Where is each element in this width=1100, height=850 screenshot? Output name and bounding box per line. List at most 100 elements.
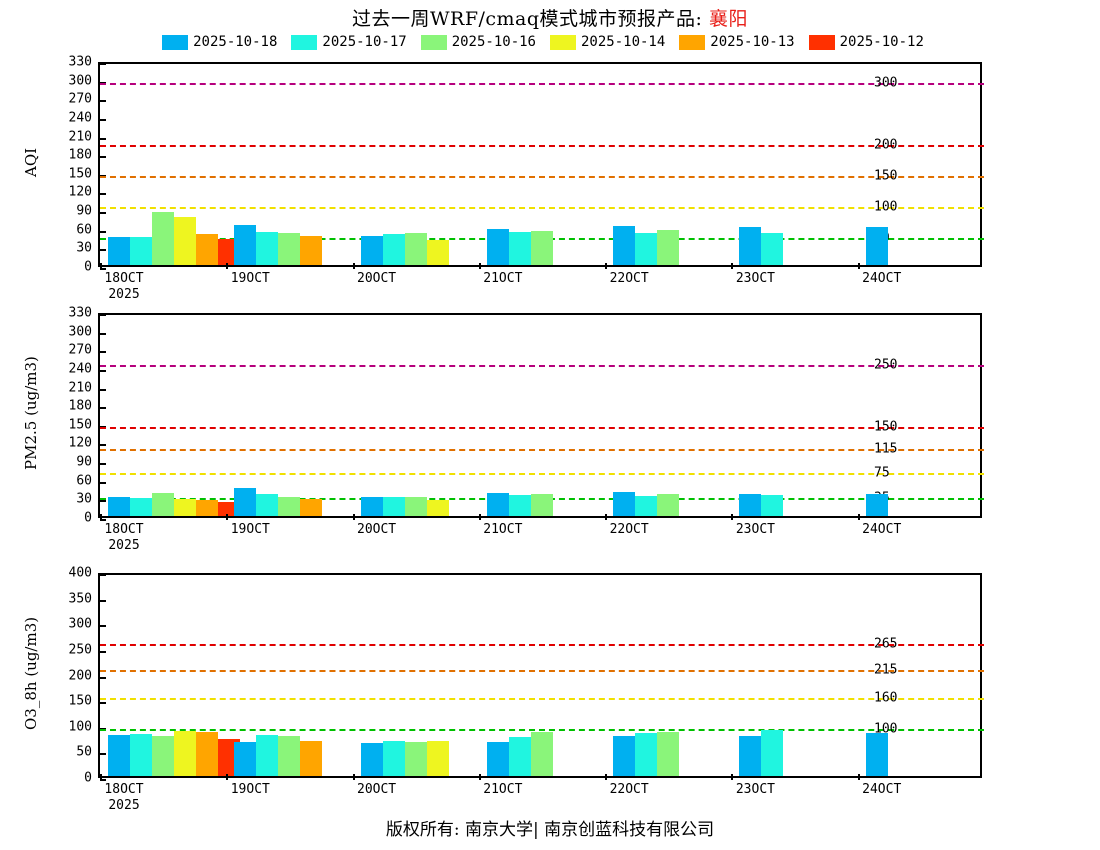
y-axis-tick-mark [100, 407, 106, 410]
y-axis-tick-label: 150 [68, 166, 92, 182]
bar [196, 499, 218, 516]
x-axis-tick-mark [226, 774, 229, 780]
x-axis-tick-mark [605, 514, 608, 520]
bar [486, 228, 509, 265]
bar [426, 240, 449, 265]
y-axis-tick-label: 210 [68, 129, 92, 145]
page-title: 过去一周WRF/cmaq模式城市预报产品: 襄阳 [0, 4, 1100, 31]
bar [657, 732, 680, 776]
bar [234, 488, 257, 516]
x-axis-tick-mark [605, 774, 608, 780]
bar [108, 735, 130, 776]
y-axis-tick-label: 30 [76, 491, 92, 507]
y-axis-tick-mark [100, 625, 106, 628]
legend-item[interactable]: 2025-10-14 [550, 34, 665, 50]
y-axis-tick-label: 270 [68, 91, 92, 107]
chart-legend: 2025-10-18 2025-10-17 2025-10-16 2025-10-14… [0, 34, 1100, 50]
y-axis-tick-mark [100, 268, 106, 270]
plot-area: 30020015010050 [98, 62, 984, 270]
x-axis-tick-mark [478, 514, 481, 520]
bar [426, 741, 449, 776]
threshold-line [100, 698, 984, 700]
x-axis-tick-label: 18OCT [104, 271, 144, 286]
bar [508, 737, 531, 776]
legend-item[interactable]: 2025-10-13 [679, 34, 795, 50]
bar [635, 232, 658, 265]
y-axis-tick-label: 0 [84, 259, 92, 275]
legend-item[interactable]: 2025-10-12 [808, 34, 924, 50]
bar [486, 741, 509, 776]
legend-swatch-icon [291, 34, 318, 50]
y-axis-tick-mark [100, 388, 106, 391]
threshold-label: 200 [874, 137, 898, 153]
bar [234, 741, 257, 776]
legend-swatch-icon [420, 34, 447, 50]
plot-area: 2501501157535 [98, 313, 984, 521]
y-axis-tick-mark [100, 212, 106, 215]
bar [426, 499, 449, 516]
x-axis-tick-mark [352, 774, 355, 780]
legend-item-label: 2025-10-18 [193, 34, 278, 50]
x-axis-tick-mark [100, 774, 102, 780]
y-axis-tick-mark [100, 249, 106, 252]
y-axis-tick-mark [100, 500, 106, 503]
y-axis-tick-label: 240 [68, 110, 92, 126]
bar [657, 494, 680, 516]
y-axis-tick-label: 180 [68, 147, 92, 163]
bar [508, 232, 531, 265]
x-axis-tick-label: 23OCT [735, 271, 775, 286]
x-axis-year-label: 2025 [108, 798, 140, 813]
y-axis-tick-label: 150 [68, 693, 92, 709]
legend-item[interactable]: 2025-10-18 [162, 34, 277, 50]
bar [108, 237, 130, 265]
bar [739, 493, 762, 516]
y-axis-tick-label: 60 [76, 473, 92, 489]
y-axis-tick-mark [100, 230, 106, 233]
y-axis-tick-mark [100, 463, 106, 466]
bar [278, 232, 301, 265]
legend-item[interactable]: 2025-10-16 [420, 34, 536, 50]
x-axis-tick-mark [857, 263, 860, 269]
bar [761, 730, 784, 776]
bar [256, 494, 279, 516]
threshold-label: 160 [874, 690, 898, 706]
legend-item-label: 2025-10-14 [581, 34, 666, 50]
x-axis-tick-mark [731, 774, 734, 780]
legend-swatch-icon [679, 34, 706, 50]
y-axis-tick-label: 240 [68, 361, 92, 377]
x-axis-tick-mark [478, 263, 481, 269]
x-axis-tick-label: 21OCT [483, 522, 523, 537]
y-axis-tick-label: 350 [68, 591, 92, 607]
x-axis-tick-label: 21OCT [483, 271, 523, 286]
threshold-line [100, 82, 984, 85]
bar [196, 732, 218, 776]
bar [865, 733, 888, 776]
legend-item[interactable]: 2025-10-17 [291, 34, 407, 50]
x-axis-tick-label: 20OCT [356, 522, 397, 537]
threshold-line [100, 473, 984, 476]
threshold-label: 75 [874, 465, 890, 481]
bar [256, 735, 279, 776]
bar [530, 493, 553, 516]
y-axis-tick-label: 0 [84, 510, 92, 526]
threshold-label: 215 [874, 662, 898, 678]
threshold-label: 250 [874, 357, 898, 373]
bar [404, 232, 427, 265]
bar [196, 233, 218, 265]
threshold-line [100, 728, 984, 731]
bar [300, 741, 323, 776]
x-axis-tick-mark [352, 263, 355, 269]
y-axis-tick-label: 120 [68, 435, 92, 451]
bar [174, 498, 196, 516]
y-axis-tick-mark [100, 369, 106, 372]
y-axis-tick-label: 330 [68, 54, 92, 70]
bar [382, 496, 405, 516]
x-axis-tick-mark [226, 263, 229, 269]
x-axis-tick-mark [857, 774, 860, 780]
y-axis-tick-mark [100, 779, 106, 781]
bar [360, 235, 383, 265]
bar [613, 225, 636, 265]
y-axis-tick-label: 100 [68, 719, 92, 735]
x-axis-tick-mark [100, 263, 102, 269]
page-title-text: 过去一周WRF/cmaq模式城市预报产品: [351, 8, 709, 30]
